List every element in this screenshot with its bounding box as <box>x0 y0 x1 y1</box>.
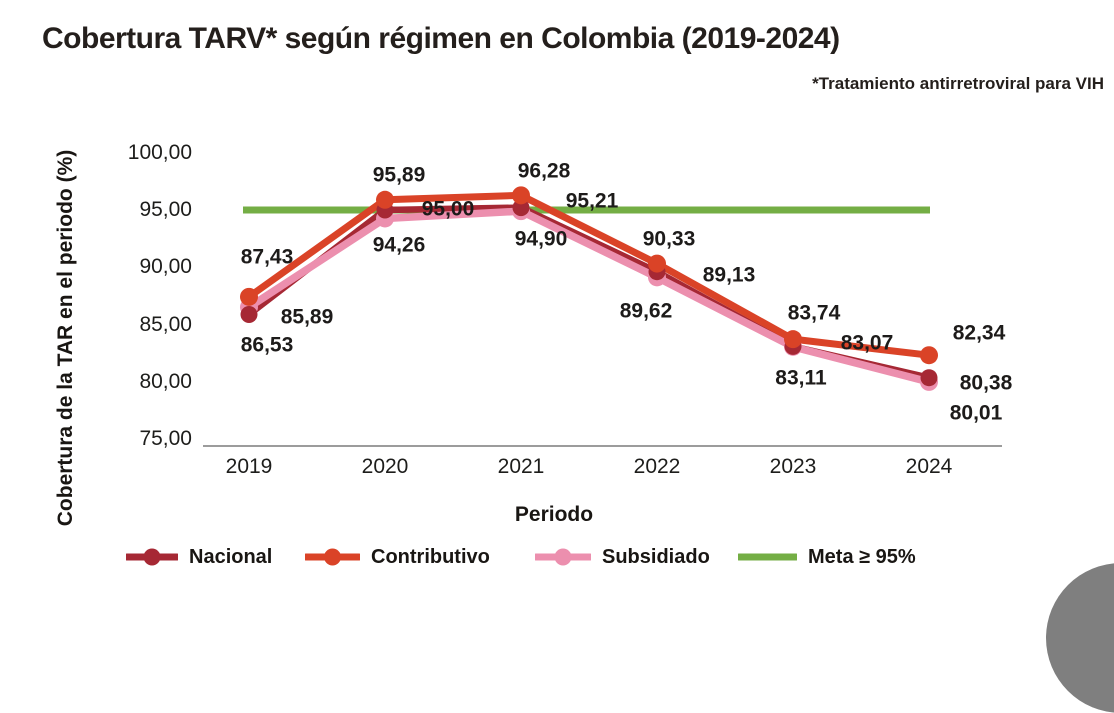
data-label-subsidiado-2019: 86,53 <box>241 334 294 357</box>
data-label-subsidiado-2024: 80,01 <box>950 402 1003 425</box>
data-point-contributivo-2020 <box>376 190 394 209</box>
series-line-subsidiado <box>245 207 933 386</box>
data-label-contributivo-2022: 90,33 <box>643 228 696 251</box>
chart-footnote: *Tratamiento antirretroviral para VIH <box>812 74 1104 93</box>
y-tick-90,00: 90,00 <box>139 255 192 279</box>
data-point-nacional-2024 <box>920 369 938 387</box>
data-label-contributivo-2024: 82,34 <box>953 322 1006 345</box>
data-label-nacional-2023: 83,11 <box>775 367 827 390</box>
data-point-contributivo-2019 <box>240 287 258 306</box>
data-label-nacional-2022: 89,62 <box>620 300 673 323</box>
data-point-nacional-2019 <box>240 305 258 323</box>
data-label-contributivo-2020: 95,89 <box>373 164 426 187</box>
legend-item-subsidiado: Subsidiado <box>535 544 710 570</box>
data-label-nacional-2020: 95,00 <box>422 198 475 221</box>
data-label-nacional-2021: 95,21 <box>566 190 619 213</box>
data-point-contributivo-2022 <box>648 254 666 273</box>
legend-label: Meta ≥ 95% <box>808 545 916 568</box>
legend-item-meta-95-: Meta ≥ 95% <box>738 544 916 570</box>
floating-button-partial[interactable] <box>1046 563 1114 713</box>
legend-item-nacional: Nacional <box>126 544 272 570</box>
x-tick-2022: 2022 <box>633 455 681 478</box>
legend-marker-icon <box>305 548 360 566</box>
y-tick-75,00: 75,00 <box>139 427 192 451</box>
legend-label: Subsidiado <box>602 545 710 568</box>
data-label-subsidiado-2021: 94,90 <box>515 228 568 251</box>
data-label-subsidiado-2020: 94,26 <box>373 234 426 257</box>
x-tick-2024: 2024 <box>905 455 953 478</box>
x-tick-2020: 2020 <box>361 455 409 478</box>
data-label-contributivo-2019: 87,43 <box>241 246 294 269</box>
data-label-subsidiado-2023: 83,07 <box>841 332 894 355</box>
data-label-contributivo-2023: 83,74 <box>788 302 841 325</box>
data-label-contributivo-2021: 96,28 <box>518 160 571 183</box>
y-tick-95,00: 95,00 <box>139 198 192 221</box>
x-tick-2019: 2019 <box>225 455 273 478</box>
data-point-nacional-2021 <box>512 199 530 217</box>
x-axis-title: Periodo <box>514 503 594 526</box>
data-label-nacional-2024: 80,38 <box>960 372 1013 395</box>
legend-marker-icon <box>126 548 178 566</box>
legend-marker-icon <box>535 548 591 566</box>
data-point-contributivo-2024 <box>920 346 938 365</box>
legend-item-contributivo: Contributivo <box>305 544 490 570</box>
chart-title: Cobertura TARV* según régimen en Colombi… <box>42 22 840 55</box>
y-tick-85,00: 85,00 <box>139 312 192 336</box>
legend-label: Contributivo <box>371 545 490 568</box>
data-point-contributivo-2021 <box>512 186 530 205</box>
x-tick-2021: 2021 <box>497 455 545 478</box>
data-point-contributivo-2023 <box>784 330 802 349</box>
data-label-nacional-2019: 85,89 <box>281 306 334 329</box>
data-label-subsidiado-2022: 89,13 <box>703 264 756 287</box>
legend-marker-icon <box>738 553 797 561</box>
series-line-contributivo <box>245 191 933 359</box>
y-tick-80,00: 80,00 <box>139 370 192 394</box>
line-chart-plot: 85,89 95,00 95,21 89,62 83,11 80,38 87,43 95,89… <box>203 160 1013 447</box>
y-tick-100,00: 100,00 <box>127 140 192 164</box>
x-tick-2023: 2023 <box>769 455 817 478</box>
legend-label: Nacional <box>189 545 273 568</box>
